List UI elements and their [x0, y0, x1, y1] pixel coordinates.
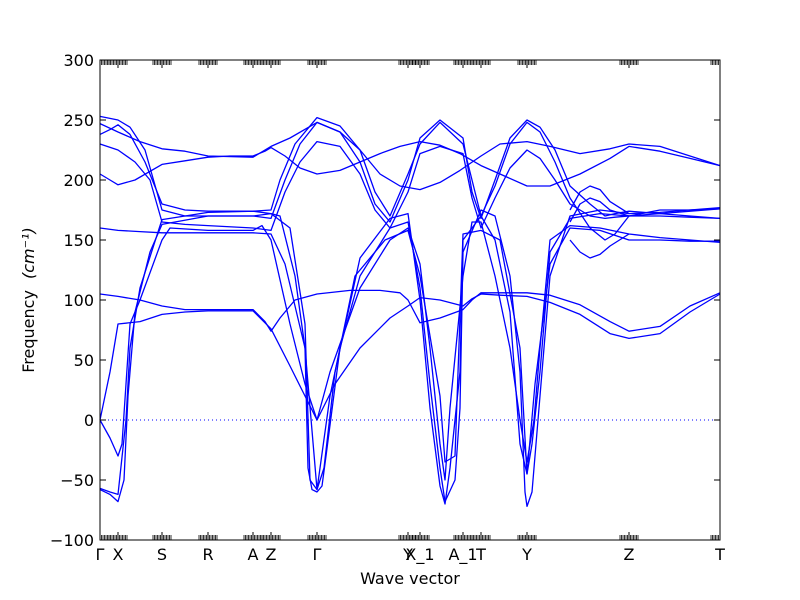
x-tick-label: Z — [266, 545, 277, 564]
x-tick-label: X — [113, 545, 124, 564]
y-tick-label: −100 — [50, 531, 94, 550]
x-tick-label: A_1 — [448, 545, 477, 565]
plot-frame — [99, 59, 721, 541]
x-tick-label: X_1 — [405, 545, 434, 565]
y-tick-label: 50 — [74, 351, 94, 370]
x-tick-label: R — [202, 545, 213, 564]
x-tick-label: Y — [402, 545, 413, 564]
band-line-7 — [99, 115, 721, 223]
x-tick-label: Γ — [313, 545, 322, 564]
band-line-3 — [99, 208, 721, 505]
x-tick-label: T — [714, 545, 725, 564]
x-axis-label: Wave vector — [360, 569, 460, 588]
x-tick-label: Γ — [96, 545, 105, 564]
x-tick-label: A — [248, 545, 259, 564]
x-tick-label: S — [157, 545, 167, 564]
band-line-1 — [99, 221, 721, 481]
y-tick-label: 250 — [63, 111, 94, 130]
band-line-11 — [99, 227, 720, 491]
y-tick-label: 100 — [63, 291, 94, 310]
x-tick-label: Z — [624, 545, 635, 564]
band-line-10 — [99, 121, 721, 191]
y-axis-label-unit: (cm⁻¹) — [19, 227, 38, 279]
band-line-8 — [99, 140, 721, 232]
x-tick-label: T — [475, 545, 486, 564]
band-line-13 — [569, 185, 630, 215]
y-tick-label: 300 — [63, 51, 94, 70]
y-tick-label: 0 — [84, 411, 94, 430]
band-line-14 — [569, 197, 630, 223]
y-tick-label: −50 — [60, 471, 94, 490]
band-line-2 — [99, 206, 721, 508]
y-axis-label-text: Frequency — [19, 290, 38, 373]
y-axis-label: Frequency (cm⁻¹) — [19, 227, 38, 372]
x-axis-ticks: Γ X S R A Z Γ YX_1 A_1T Y Z T — [96, 60, 725, 565]
band-line-5 — [99, 293, 721, 421]
y-tick-label: 200 — [63, 171, 94, 190]
band-lines — [99, 115, 721, 508]
band-line-12 — [569, 233, 630, 259]
y-tick-label: 150 — [63, 231, 94, 250]
y-axis-ticks: −100 −50 0 50 100 150 200 250 300 — [50, 51, 720, 550]
band-line-9 — [99, 140, 721, 187]
band-line-6 — [99, 116, 721, 241]
x-tick-label: Y — [521, 545, 532, 564]
band-line-4 — [99, 289, 721, 332]
